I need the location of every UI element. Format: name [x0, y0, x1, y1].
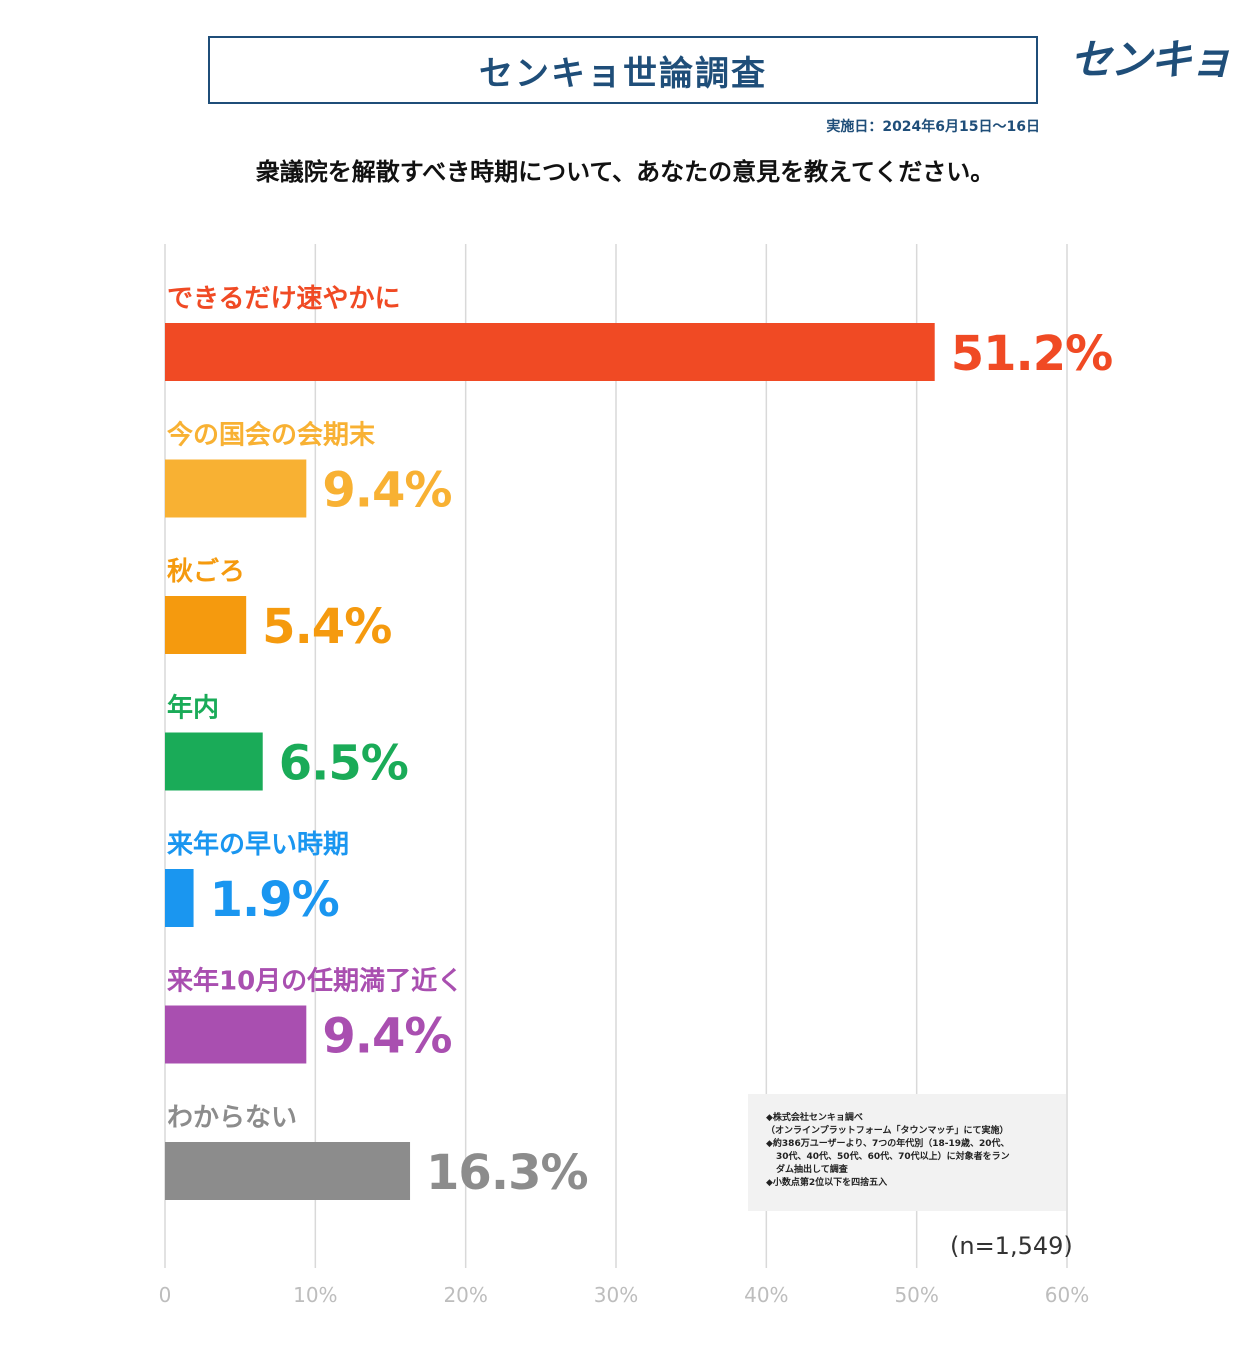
bar: [165, 459, 307, 518]
footnote-line: ダム抽出して調査: [776, 1165, 848, 1175]
footnote-line: 30代、40代、50代、60代、70代以上）に対象者をラン: [776, 1152, 1010, 1162]
value-label: 5.4%: [262, 599, 391, 655]
page-title: センキョ世論調査: [479, 53, 767, 94]
brand-logo: センキョ: [1070, 35, 1232, 84]
tick-label: 60%: [1045, 1283, 1089, 1307]
tick-label: 40%: [744, 1283, 788, 1307]
bar: [165, 732, 263, 791]
tick-label: 0: [159, 1283, 172, 1307]
tick-label: 10%: [293, 1283, 337, 1307]
footnote-line: （オンラインプラットフォーム「タウンマッチ」にて実施）: [766, 1126, 1009, 1136]
footnote-box: ◆株式会社センキョ調べ （オンラインプラットフォーム「タウンマッチ」にて実施） …: [748, 1094, 1066, 1211]
footnote-line: ◆株式会社センキョ調べ: [766, 1113, 863, 1123]
survey-date: 実施日：2024年6月15日～16日: [826, 119, 1040, 135]
value-label: 16.3%: [426, 1145, 588, 1201]
survey-question: 衆議院を解散すべき時期について、あなたの意見を教えてください。: [255, 158, 995, 186]
bar: [165, 596, 247, 654]
bar: [165, 869, 194, 927]
footnote-line: ◆小数点第2位以下を四捨五入: [766, 1178, 888, 1188]
footnote-line: ◆約386万ユーザーより、7つの年代別（18-19歳、20代、: [766, 1139, 1010, 1149]
category-label: 秋ごろ: [167, 556, 245, 587]
value-label: 51.2%: [951, 326, 1113, 382]
category-label: わからない: [167, 1103, 297, 1133]
category-label: できるだけ速やかに: [167, 284, 400, 314]
tick-label: 30%: [594, 1283, 638, 1307]
value-label: 9.4%: [322, 1009, 451, 1065]
tick-label: 50%: [894, 1283, 938, 1307]
bar: [165, 1005, 307, 1064]
category-label: 今の国会の会期末: [167, 420, 376, 451]
value-label: 1.9%: [210, 872, 339, 928]
title-box: センキョ世論調査: [208, 36, 1038, 104]
bar: [165, 1142, 411, 1200]
category-label: 来年10月の任期満了近く: [167, 966, 463, 997]
category-label: 年内: [167, 693, 219, 724]
sample-size: (n=1,549): [950, 1232, 1073, 1260]
tick-label: 20%: [443, 1283, 487, 1307]
bar: [165, 323, 935, 381]
value-label: 6.5%: [279, 736, 408, 792]
value-label: 9.4%: [322, 463, 451, 519]
category-label: 来年の早い時期: [167, 829, 349, 860]
